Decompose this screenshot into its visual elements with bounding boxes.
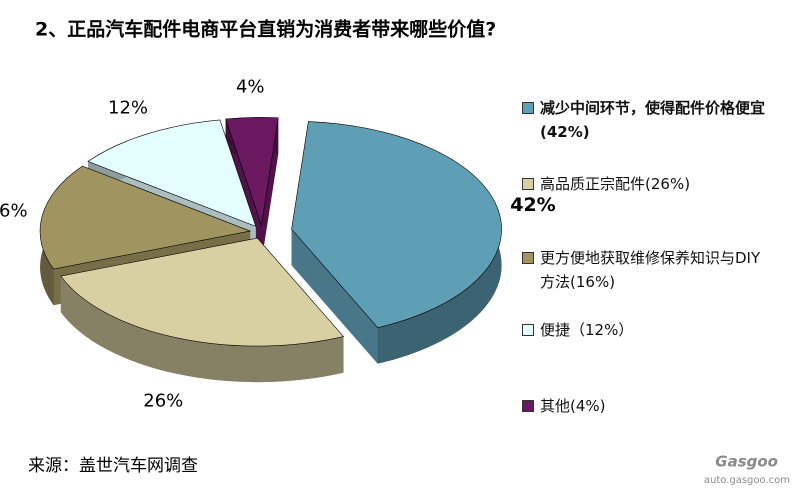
legend-swatch (522, 252, 534, 264)
data-label: 26% (143, 391, 183, 412)
logo: Gasgoo (715, 453, 778, 471)
legend-swatch (522, 102, 534, 114)
chart-title: 2、正品汽车配件电商平台直销为消费者带来哪些价值? (35, 18, 496, 41)
slice (60, 237, 345, 347)
source: 来源：盖世汽车网调查 (28, 456, 198, 476)
data-label: 12% (108, 98, 148, 119)
slice-cut (261, 117, 279, 262)
legend-label: 高品质正宗配件(26%) (540, 175, 691, 193)
slice (291, 121, 502, 329)
legend-item: 高品质正宗配件(26%) (522, 172, 772, 196)
logo-url: auto.gasgoo.com (704, 475, 790, 486)
legend-swatch (522, 400, 534, 412)
legend-swatch (522, 324, 534, 336)
legend-label: 更方便地获取维修保养知识与DIY方法(16%) (540, 249, 761, 291)
data-label: 4% (236, 77, 265, 98)
legend-item: 其他(4%) (522, 394, 772, 418)
slice (225, 117, 279, 226)
legend-swatch (522, 178, 534, 190)
slice (39, 165, 252, 270)
slice (87, 119, 257, 227)
pie-tops (39, 117, 502, 347)
legend-item: 减少中间环节，使得配件价格便宜(42%) (522, 96, 772, 144)
legend-label: 减少中间环节，使得配件价格便宜(42%) (540, 99, 766, 141)
legend-item: 便捷（12%） (522, 318, 772, 342)
slice-side (60, 276, 344, 383)
data-label: 16% (0, 200, 28, 221)
legend-label: 其他(4%) (540, 397, 606, 415)
slice-cut (291, 229, 378, 364)
legend-label: 便捷（12%） (540, 321, 634, 339)
data-label: 42% (510, 194, 555, 216)
legend-item: 更方便地获取维修保养知识与DIY方法(16%) (522, 246, 772, 294)
